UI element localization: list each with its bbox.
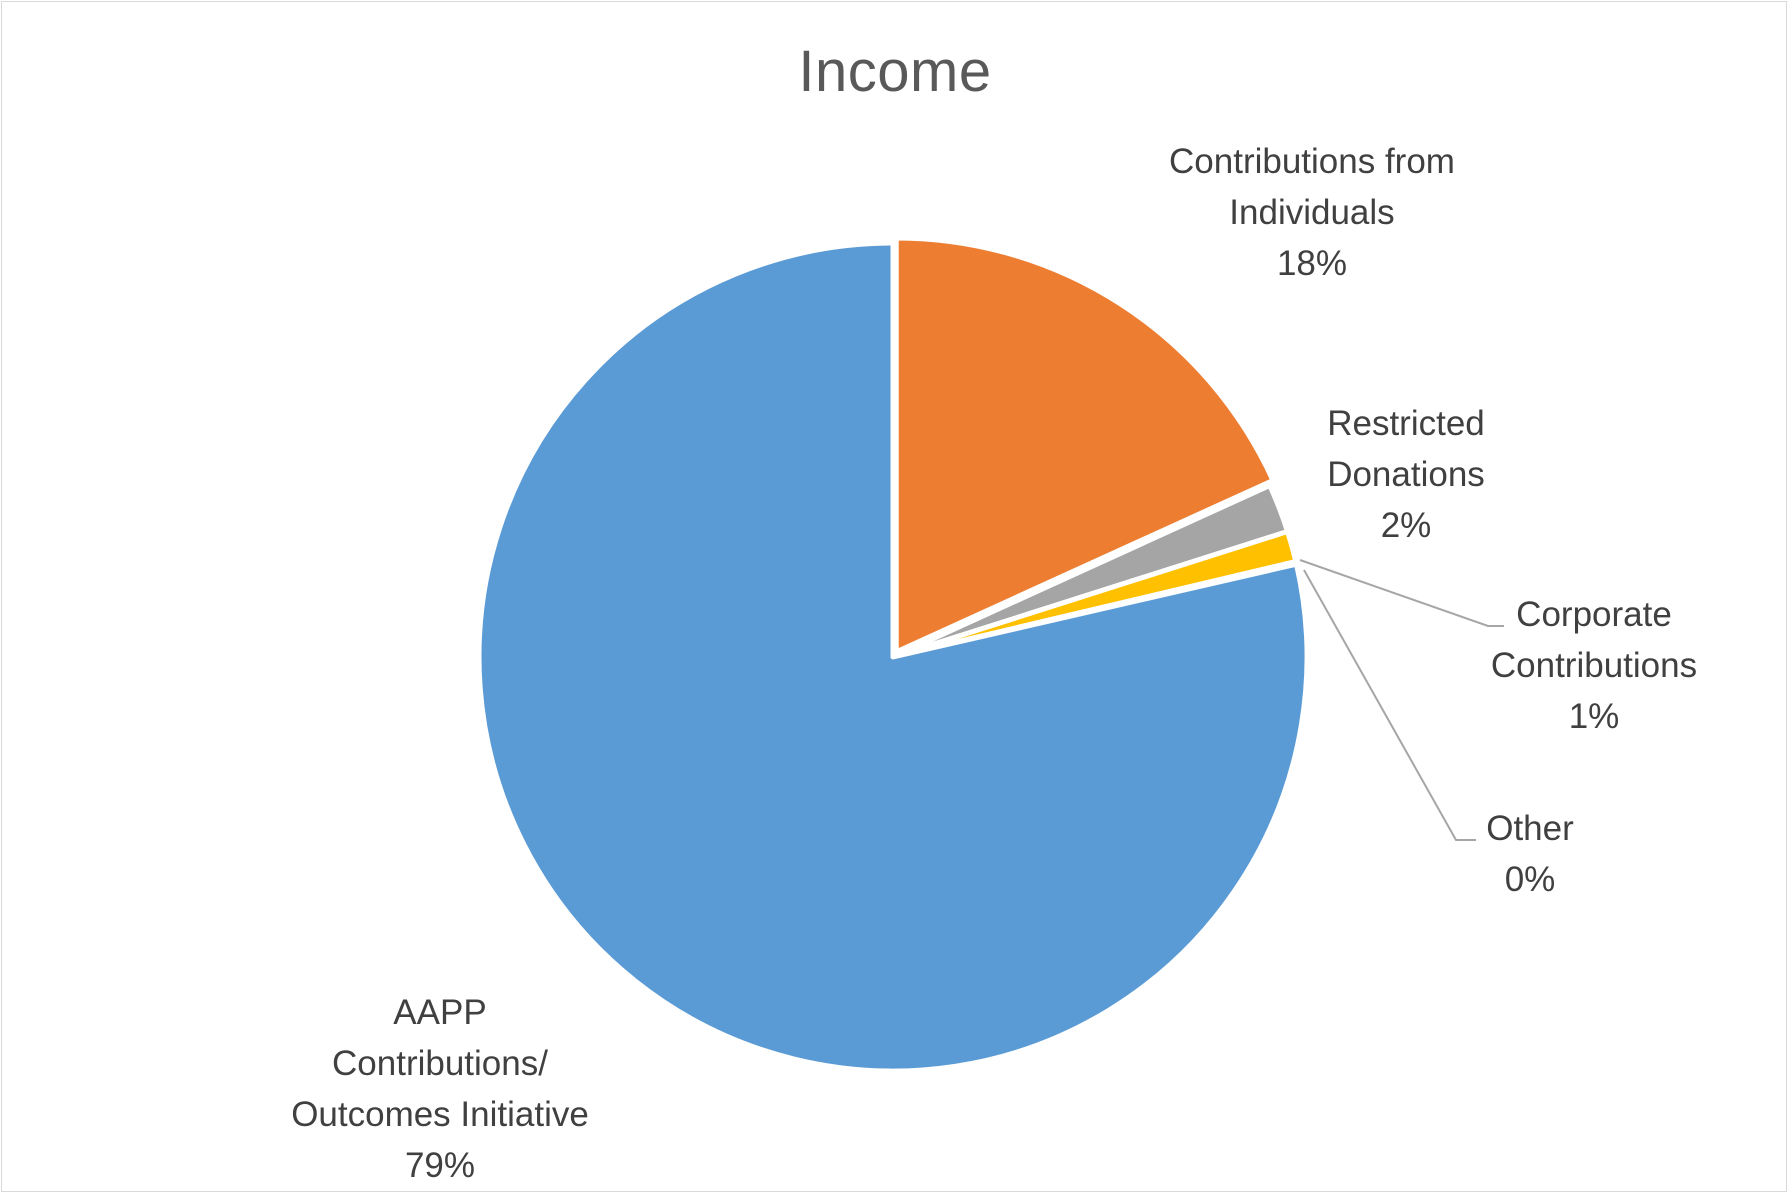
leader-line <box>1303 569 1476 841</box>
pie-slice <box>476 240 1310 1074</box>
data-label-name: AAPP <box>393 993 486 1032</box>
pie-slice <box>893 235 1276 655</box>
data-label-percent: 79% <box>405 1146 475 1185</box>
data-label-name: Contributions from <box>1169 142 1455 181</box>
pie-slices <box>476 235 1504 1074</box>
data-label: Other 0% <box>1486 809 1574 899</box>
data-label: AAPP Contributions/Outcomes Initiative 79% <box>291 993 589 1185</box>
data-label-name: Other <box>1486 809 1574 848</box>
leader-line <box>1299 559 1504 627</box>
data-label-name: Contributions <box>1491 646 1697 685</box>
data-label-percent: 1% <box>1569 697 1620 736</box>
data-labels: Contributions from Individuals 18% Restrict… <box>291 142 1697 1185</box>
data-label: Corporate Contributions 1% <box>1491 595 1697 736</box>
data-label-percent: 0% <box>1505 860 1556 899</box>
data-label-name: Outcomes Initiative <box>291 1095 589 1134</box>
data-label-percent: 18% <box>1277 244 1347 283</box>
data-label-name: Corporate <box>1516 595 1672 634</box>
data-label-name: Individuals <box>1229 193 1394 232</box>
data-label-name: Contributions/ <box>332 1044 548 1083</box>
chart-title: Income <box>798 39 992 104</box>
data-label: Restricted Donations 2% <box>1327 404 1485 545</box>
data-label: Contributions from Individuals 18% <box>1169 142 1455 283</box>
data-label-name: Donations <box>1327 455 1485 494</box>
data-label-percent: 2% <box>1381 506 1432 545</box>
data-label-name: Restricted <box>1327 404 1485 443</box>
